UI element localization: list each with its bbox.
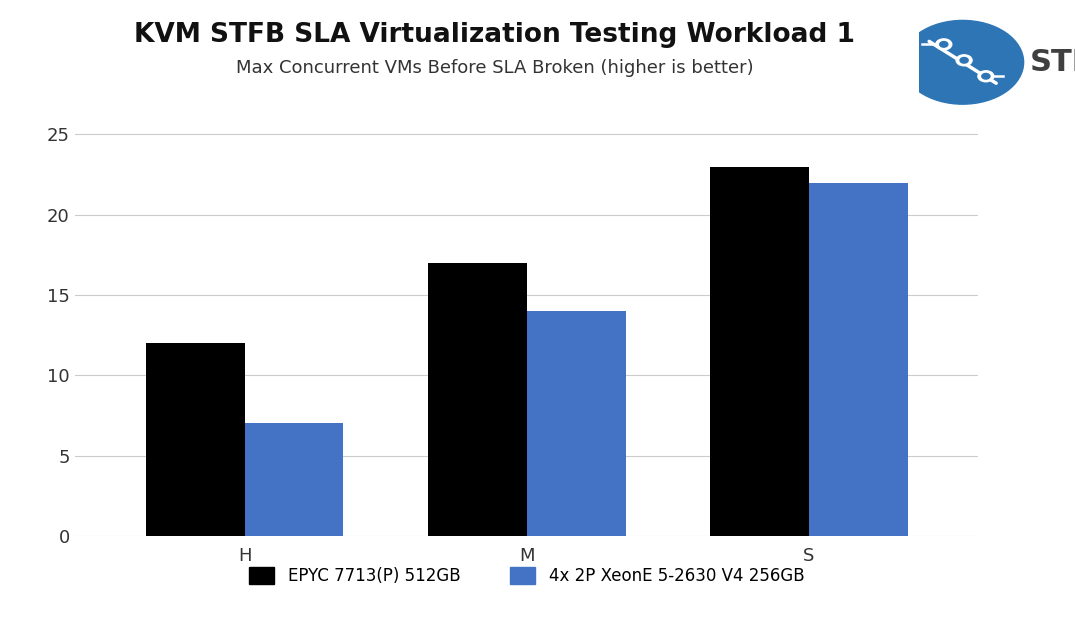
Text: STH: STH (1030, 48, 1075, 77)
Circle shape (981, 74, 990, 79)
Circle shape (902, 21, 1023, 104)
Bar (527, 311, 626, 536)
Circle shape (940, 42, 948, 47)
Circle shape (956, 55, 972, 66)
Bar (146, 343, 245, 536)
Bar (428, 263, 527, 536)
Legend: EPYC 7713(P) 512GB, 4x 2P XeonE 5-2630 V4 256GB: EPYC 7713(P) 512GB, 4x 2P XeonE 5-2630 V… (243, 561, 811, 592)
Circle shape (936, 39, 951, 50)
Circle shape (960, 57, 969, 63)
Text: KVM STFB SLA Virtualization Testing Workload 1: KVM STFB SLA Virtualization Testing Work… (134, 22, 855, 48)
Bar (245, 424, 343, 536)
Bar (808, 183, 907, 536)
Circle shape (978, 71, 994, 82)
Bar (711, 166, 808, 536)
Text: Max Concurrent VMs Before SLA Broken (higher is better): Max Concurrent VMs Before SLA Broken (hi… (235, 59, 754, 77)
